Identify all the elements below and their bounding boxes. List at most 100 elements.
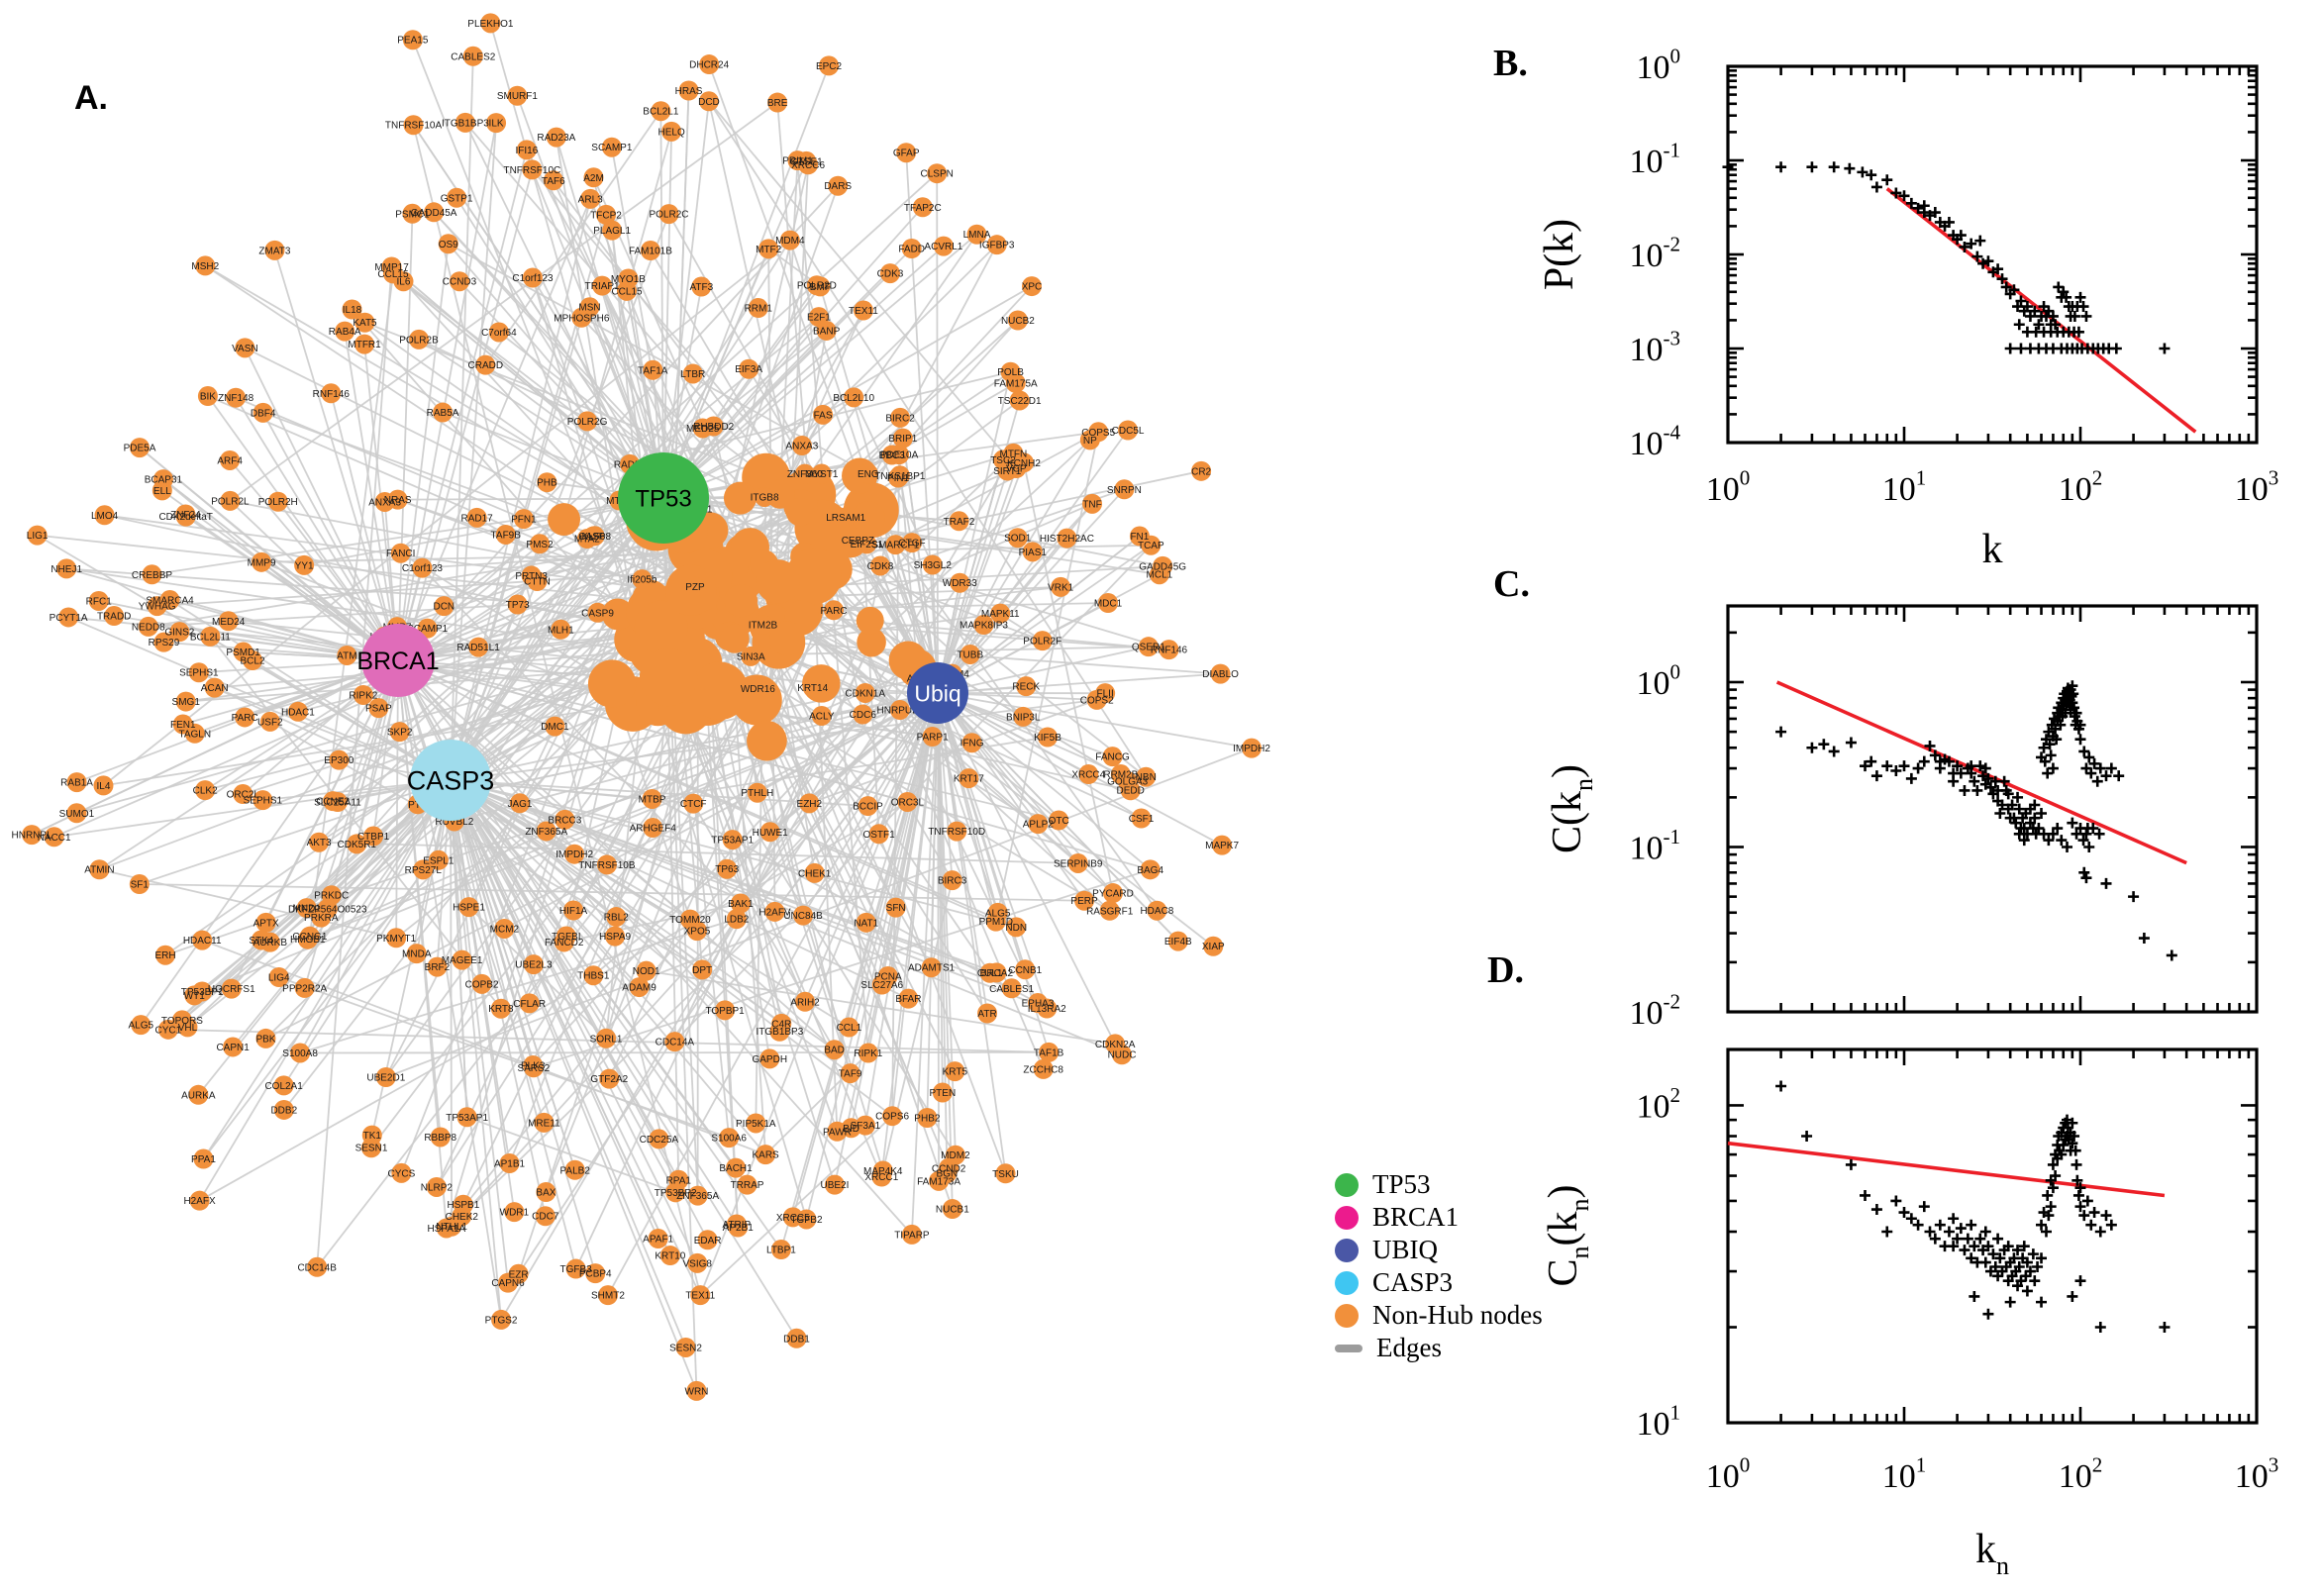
network-node[interactable] xyxy=(555,809,575,830)
network-node[interactable] xyxy=(152,469,173,490)
network-node[interactable] xyxy=(592,275,613,296)
network-node[interactable] xyxy=(523,1055,544,1076)
network-node[interactable] xyxy=(89,859,110,880)
network-node[interactable] xyxy=(1082,493,1103,514)
network-node[interactable] xyxy=(715,1000,736,1021)
network-node[interactable] xyxy=(402,203,423,224)
network-node[interactable] xyxy=(499,1152,520,1173)
network-node[interactable] xyxy=(508,1263,529,1284)
network-node[interactable] xyxy=(1037,727,1058,748)
network-node[interactable] xyxy=(697,1230,718,1250)
network-node[interactable] xyxy=(494,918,515,939)
network-node[interactable] xyxy=(889,700,910,721)
network-node[interactable] xyxy=(142,564,162,585)
network-node[interactable] xyxy=(945,1061,965,1082)
network-node[interactable] xyxy=(536,821,556,842)
network-node[interactable] xyxy=(347,834,367,854)
network-node[interactable] xyxy=(220,490,241,511)
network-node[interactable] xyxy=(868,824,889,845)
network-node[interactable] xyxy=(189,1190,210,1211)
network-node[interactable] xyxy=(88,590,109,611)
network-node[interactable] xyxy=(699,54,720,75)
network-node[interactable] xyxy=(771,1013,792,1034)
network-node[interactable] xyxy=(462,46,483,66)
network-node[interactable] xyxy=(412,557,433,578)
network-node[interactable] xyxy=(480,13,501,34)
network-node[interactable] xyxy=(516,140,537,160)
network-node[interactable] xyxy=(794,463,815,484)
network-node[interactable] xyxy=(678,80,699,101)
network-node[interactable] xyxy=(255,1028,276,1048)
network-node[interactable] xyxy=(987,902,1008,923)
network-node[interactable] xyxy=(871,974,892,995)
network-node[interactable] xyxy=(458,897,479,918)
network-node[interactable] xyxy=(44,827,64,848)
network-node[interactable] xyxy=(223,1037,244,1057)
network-node[interactable] xyxy=(753,614,773,635)
network-node[interactable] xyxy=(844,387,864,408)
network-node[interactable] xyxy=(811,705,832,726)
network-node[interactable] xyxy=(692,959,713,980)
network-node[interactable] xyxy=(945,1145,965,1165)
network-node[interactable] xyxy=(268,967,289,988)
network-node[interactable] xyxy=(1088,422,1109,443)
network-node[interactable] xyxy=(961,733,982,753)
network-node[interactable] xyxy=(810,276,831,297)
network-node[interactable] xyxy=(898,988,919,1009)
network-node[interactable] xyxy=(827,1121,848,1142)
network-node[interactable] xyxy=(294,554,315,575)
network-node[interactable] xyxy=(157,1019,178,1040)
network-node[interactable] xyxy=(579,297,600,318)
network-node[interactable] xyxy=(259,711,280,732)
network-node[interactable] xyxy=(226,387,247,408)
network-node[interactable] xyxy=(901,1224,922,1245)
network-node[interactable] xyxy=(454,112,475,133)
network-node[interactable] xyxy=(759,1048,780,1069)
network-node[interactable] xyxy=(1006,917,1027,938)
network-node[interactable] xyxy=(683,793,704,814)
network-node[interactable] xyxy=(386,928,407,948)
network-node[interactable] xyxy=(786,1328,807,1348)
network-node[interactable] xyxy=(1028,993,1049,1014)
network-node[interactable] xyxy=(353,684,373,705)
network-node[interactable] xyxy=(450,271,470,292)
network-node[interactable] xyxy=(668,1169,689,1190)
network-node[interactable] xyxy=(1049,810,1069,831)
network-node[interactable] xyxy=(824,1174,845,1195)
network-node[interactable] xyxy=(252,551,272,572)
network-node[interactable] xyxy=(267,491,288,512)
network-node[interactable] xyxy=(193,1148,214,1169)
network-node[interactable] xyxy=(649,1129,669,1149)
network-node[interactable] xyxy=(791,436,812,456)
network-node[interactable] xyxy=(427,956,448,977)
network-node[interactable] xyxy=(527,571,548,592)
network-node[interactable] xyxy=(1102,747,1123,767)
network-node[interactable] xyxy=(596,1028,617,1048)
network-node[interactable] xyxy=(1051,576,1071,597)
network-node[interactable] xyxy=(488,322,509,343)
network-node[interactable] xyxy=(602,220,623,241)
network-node[interactable] xyxy=(640,241,660,261)
network-node[interactable] xyxy=(1191,460,1212,481)
network-node[interactable] xyxy=(58,607,79,628)
network-node[interactable] xyxy=(188,662,209,683)
network-node[interactable] xyxy=(169,622,190,643)
network-node[interactable] xyxy=(218,611,239,632)
network-node[interactable] xyxy=(321,383,342,404)
network-node[interactable] xyxy=(758,239,779,259)
network-node[interactable] xyxy=(273,1075,294,1096)
network-node[interactable] xyxy=(682,363,703,384)
network-node[interactable] xyxy=(879,263,900,284)
network-node[interactable] xyxy=(632,569,653,590)
network-node[interactable] xyxy=(577,411,598,432)
network-node[interactable] xyxy=(739,358,759,379)
network-node[interactable] xyxy=(335,321,355,342)
network-node[interactable] xyxy=(599,1068,620,1089)
network-node[interactable] xyxy=(932,1082,953,1103)
network-node[interactable] xyxy=(428,849,449,870)
network-node[interactable] xyxy=(565,1258,586,1279)
network-node[interactable] xyxy=(402,30,423,50)
network-node[interactable] xyxy=(138,616,158,637)
network-node[interactable] xyxy=(129,874,150,895)
network-node[interactable] xyxy=(836,507,857,528)
